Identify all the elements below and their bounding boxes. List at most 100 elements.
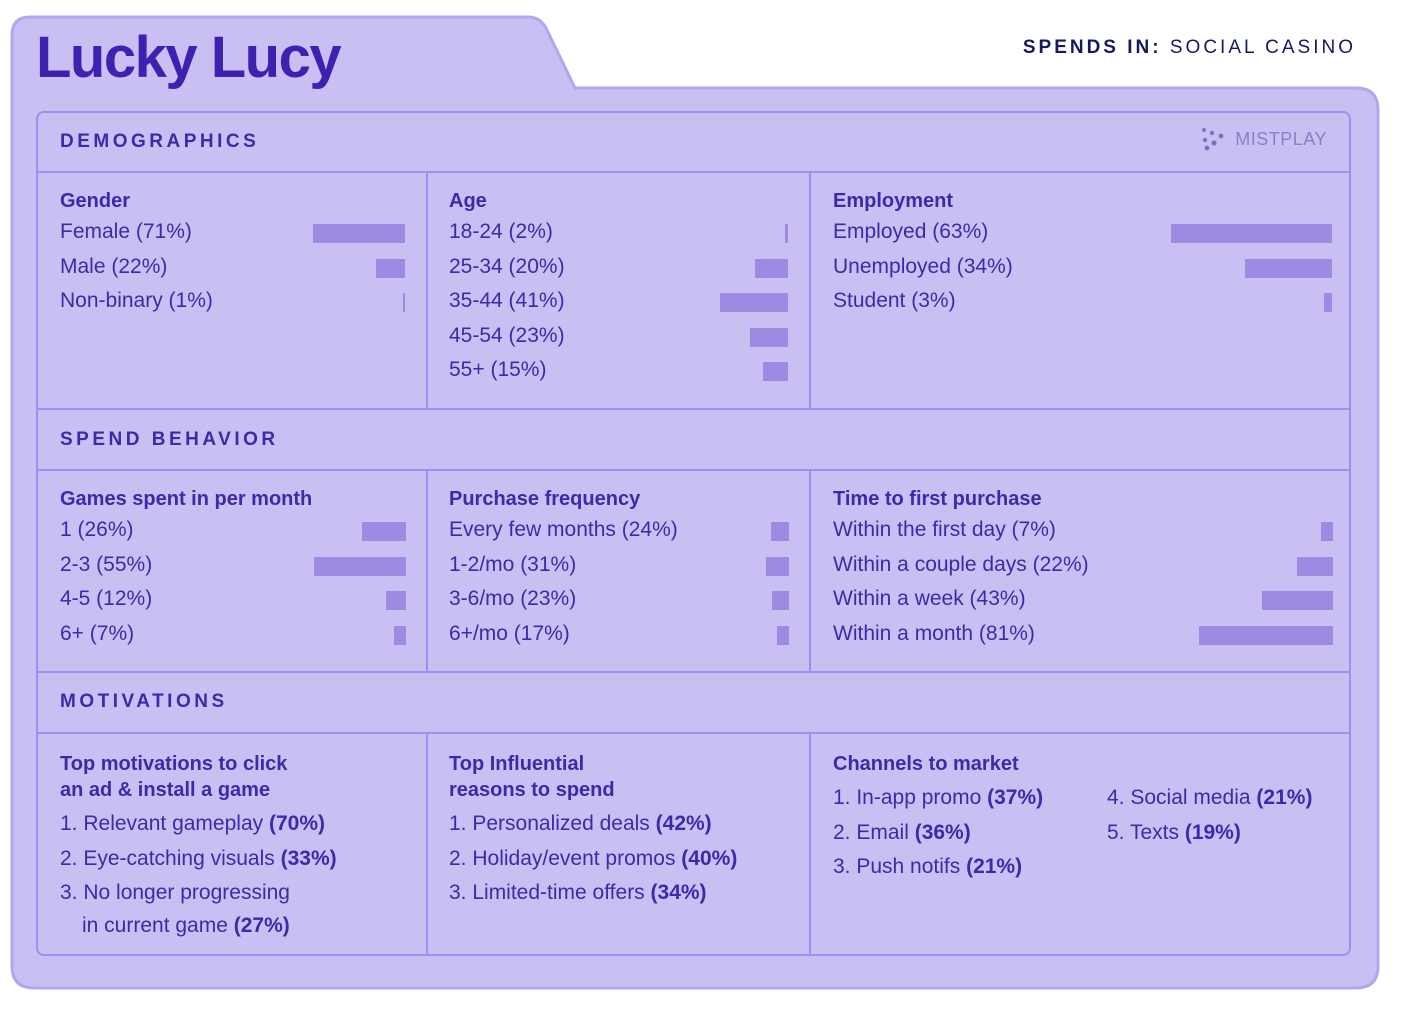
persona-card: DEMOGRAPHICS MISTPLAY Gender Female (71%… [36,111,1351,956]
list-item: 6+ (7%) [60,617,406,652]
list-item-label: Unemployed (34%) [833,254,1013,278]
list-item: Unemployed (34%) [833,250,1332,285]
list-item: 1. Personalized deals (42%) [449,807,799,842]
list-item-label: Non-binary (1%) [60,289,213,312]
list-item-pct: (33%) [280,846,337,870]
list-item-label: 6+/mo (17%) [449,621,570,645]
gender-title: Gender [60,190,131,212]
logo-text: MISTPLAY [1235,128,1327,149]
list-item: 18-24 (2%) [449,215,788,250]
list-item: Within a week (43%) [833,582,1333,617]
list-item-label: Student (3%) [833,289,956,312]
list-item-label: Within a couple days (22%) [833,552,1089,576]
list-item-pct: (21%) [966,855,1023,878]
list-item-label: 25-34 (20%) [449,254,565,278]
list-item: 35-44 (41%) [449,284,788,319]
first-purchase-title: Time to first purchase [833,488,1042,510]
percent-bar [313,556,406,576]
list-item: 2. Email (36%) [833,816,1043,851]
title-line: reasons to spend [449,779,615,801]
list-item: 3. No longer progressing in current game… [60,876,410,941]
list-item: 4. Social media (21%) [1107,781,1312,816]
page-title: Lucky Lucy [36,25,342,90]
list-item: Employed (63%) [833,215,1332,250]
list-item-label: Female (71%) [60,220,192,243]
list-item: 3-6/mo (23%) [449,582,789,617]
list-item-label: 2-3 (55%) [60,552,153,576]
list-item-label: 35-44 (41%) [449,289,565,312]
percent-bar [750,327,788,347]
percent-bar [784,224,788,243]
title-line: Top motivations to click [60,753,288,775]
percent-bar [766,556,789,576]
list-item-label: 45-54 (23%) [449,323,565,347]
dots-logo-icon [1202,128,1224,151]
channels-left-list: 1. In-app promo (37%) 2. Email (36%) 3. … [833,781,1043,885]
channels-column: Channels to market 1. In-app promo (37%)… [833,751,1333,891]
divider [426,471,428,671]
divider [38,171,1349,173]
list-item-label: 18-24 (2%) [449,220,553,243]
list-item-text: 3. Limited-time offers [449,881,651,904]
percent-bar [394,625,406,645]
list-item: Male (22%) [60,250,405,285]
list-item: 3. Push notifs (21%) [833,850,1043,885]
percent-bar [1245,258,1332,278]
percent-bar [1199,625,1333,645]
age-column: Age 18-24 (2%) 25-34 (20%) 35-44 (41%) 45-5… [449,188,788,388]
list-item-label: 3-6/mo (23%) [449,587,577,610]
list-item: Within a couple days (22%) [833,548,1333,583]
list-item: Student (3%) [833,284,1332,319]
list-item-label: Every few months (24%) [449,518,678,541]
list-item-label: Within a month (81%) [833,621,1035,645]
percent-bar [772,591,789,610]
list-item: 5. Texts (19%) [1107,816,1312,851]
list-item-label: 1 (26%) [60,518,134,541]
list-item: Within a month (81%) [833,617,1333,652]
list-item-text: 1. Personalized deals [449,812,656,835]
list-item: 3. Limited-time offers (34%) [449,876,799,911]
percent-bar [1321,522,1333,541]
percent-bar [312,224,405,243]
list-item-label: Male (22%) [60,254,168,278]
percent-bar [1296,556,1333,576]
install-motivations-column: Top motivations to click an ad & install… [60,751,410,941]
list-item: Within the first day (7%) [833,513,1333,548]
list-item-text: 3. No longer progressing [60,881,290,904]
list-item-label: 6+ (7%) [60,621,135,645]
list-item-pct: (19%) [1184,820,1241,844]
title-line: Top Influential [449,753,585,775]
divider [809,471,811,671]
percent-bar [362,522,406,541]
list-item-label: Within a week (43%) [833,587,1026,610]
list-item: 45-54 (23%) [449,319,788,354]
list-item: 1 (26%) [60,513,406,548]
list-item-pct: (27%) [233,913,290,937]
list-item: 2-3 (55%) [60,548,406,583]
list-item-text: 2. Holiday/event promos [449,846,682,870]
percent-bar [755,258,788,278]
spend-reasons-title: Top Influential reasons to spend [449,751,799,803]
divider [38,671,1349,673]
spends-in-label: SPENDS IN: SOCIAL CASINO [1023,37,1356,59]
divider [38,408,1349,410]
install-motivations-title: Top motivations to click an ad & install… [60,751,410,803]
list-item-text: 1. In-app promo [833,786,988,809]
list-item-pct: (42%) [655,812,712,835]
divider [809,173,811,408]
list-item-text: 2. Eye-catching visuals [60,846,281,870]
percent-bar [763,362,788,381]
list-item-continuation: in current game (27%) [60,911,410,941]
list-item-label: 55+ (15%) [449,358,547,381]
divider [809,734,811,954]
list-item: Every few months (24%) [449,513,789,548]
mistplay-logo: MISTPLAY [1201,127,1327,151]
list-item: 25-34 (20%) [449,250,788,285]
list-item: 2. Holiday/event promos (40%) [449,842,799,877]
list-item-text: 2. Email [833,820,915,844]
list-item-text: 4. Social media [1107,786,1257,809]
employment-column: Employment Employed (63%) Unemployed (34%… [833,188,1332,319]
list-item: 1. In-app promo (37%) [833,781,1043,816]
list-item-text: in current game [82,913,234,937]
